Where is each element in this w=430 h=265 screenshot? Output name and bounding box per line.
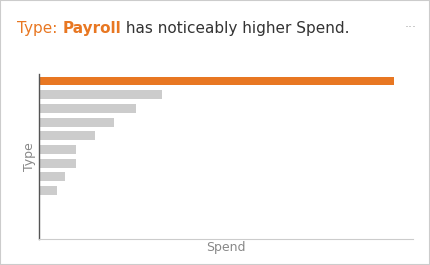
Bar — [39, 145, 76, 154]
Bar — [39, 90, 162, 99]
Bar — [39, 77, 394, 86]
Bar — [39, 186, 58, 195]
Text: Type:: Type: — [17, 21, 62, 36]
Bar — [39, 131, 95, 140]
Text: has noticeably higher Spend.: has noticeably higher Spend. — [121, 21, 350, 36]
Y-axis label: Type: Type — [23, 142, 36, 171]
Bar — [39, 118, 114, 127]
Text: ···: ··· — [405, 21, 417, 34]
X-axis label: Spend: Spend — [206, 241, 246, 254]
Bar — [39, 104, 136, 113]
Bar — [39, 173, 65, 181]
Text: Payroll: Payroll — [62, 21, 121, 36]
Bar — [39, 159, 76, 168]
